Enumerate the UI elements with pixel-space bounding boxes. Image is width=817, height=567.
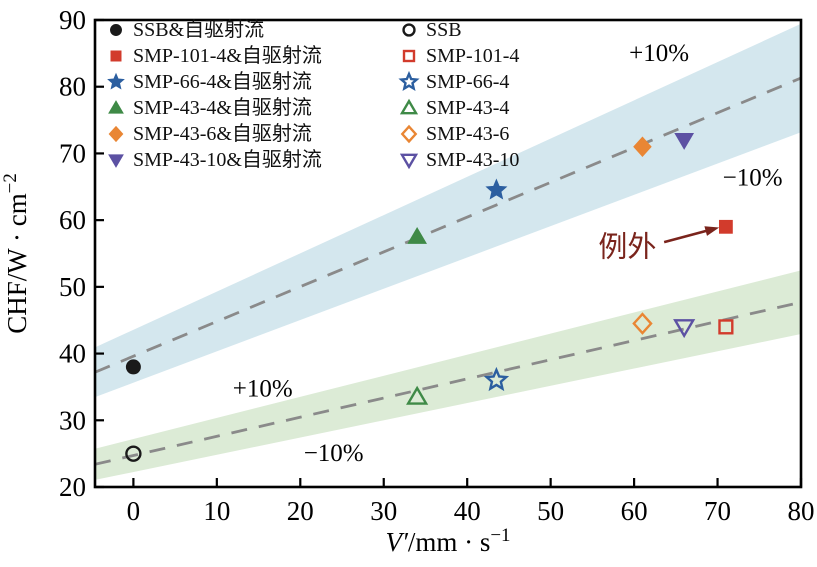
x-tick-label: 60: [621, 496, 648, 526]
y-tick-label: 20: [59, 472, 86, 502]
legend-label: SMP-43-10&自驱射流: [133, 149, 322, 171]
square-marker: [402, 49, 416, 63]
legend-item-smp-66-4: SMP-66-4: [397, 69, 519, 95]
square-marker: [718, 219, 733, 234]
x-tick-label: 40: [454, 496, 481, 526]
legend-label: SMP-66-4: [426, 71, 510, 93]
exception-arrow-line: [663, 228, 711, 244]
legend-label: SSB: [426, 19, 462, 41]
y-tick-label: 60: [59, 205, 86, 235]
lower-fit-dashed-line: [95, 300, 801, 466]
legend-label: SMP-101-4: [426, 45, 520, 67]
legend-item-smp-43-10: SMP-43-10: [397, 147, 519, 173]
legend-open-group: SSB SMP-101-4 SMP-66-4 SMP-43-4 SMP-43-6 SMP-…: [397, 17, 519, 173]
axes-frame: [93, 18, 803, 489]
y-axis-label: CHF/W · cm−2: [0, 173, 32, 334]
annotation-upper-minus10: −10%: [723, 165, 783, 192]
legend-label: SMP-101-4&自驱射流: [133, 45, 322, 67]
square-filled-icon: [110, 50, 122, 62]
x-tick-label: 30: [370, 496, 397, 526]
legend-item-smp-43-6: SMP-43-6: [397, 121, 519, 147]
y-tick-label: 40: [59, 339, 86, 369]
legend-item-smp-43-4: SMP-43-4&自驱射流: [104, 95, 322, 121]
circle-filled-icon: [110, 24, 122, 36]
annotations: +10% −10% +10% −10% 例外: [233, 40, 783, 467]
triangle-up-marker: [108, 100, 124, 114]
circle-open-icon: [402, 23, 416, 37]
upper-fit-band: [95, 23, 801, 398]
legend-label: SMP-43-6&自驱射流: [133, 123, 312, 145]
legend-item-smp-43-10: SMP-43-10&自驱射流: [104, 147, 322, 173]
square-marker: [110, 50, 122, 62]
y-tick-label: 70: [59, 138, 86, 168]
star-open-icon: [398, 71, 420, 91]
legend-label: SMP-43-10: [426, 149, 520, 171]
triangle-down-filled-icon: [108, 154, 124, 168]
triangle-down-marker: [108, 154, 124, 168]
triangle-down-marker: [399, 153, 419, 170]
x-axis-label: V′/mm · s−1: [385, 525, 510, 557]
x-tick-label: 10: [203, 496, 230, 526]
legend-label: SMP-43-4: [426, 97, 510, 119]
diamond-open-icon: [400, 124, 418, 144]
y-tick-label: 30: [59, 405, 86, 435]
circle-marker: [402, 23, 416, 37]
y-tick-label: 50: [59, 272, 86, 302]
star-marker: [483, 366, 510, 392]
legend-item-smp-66-4: SMP-66-4&自驱射流: [104, 69, 322, 95]
star-marker: [398, 71, 420, 91]
triangle-up-marker: [406, 385, 429, 405]
plot-area: [95, 23, 801, 480]
star-marker: [107, 72, 125, 90]
y-tick-label: 80: [59, 72, 86, 102]
annotation-upper-plus10: +10%: [629, 40, 689, 67]
legend-item-smp-43-6: SMP-43-6&自驱射流: [104, 121, 322, 147]
x-tick-label: 50: [537, 496, 564, 526]
triangle-up-open-icon: [399, 98, 419, 115]
square-open-icon: [402, 49, 416, 63]
legend-item-smp-101-4: SMP-101-4: [397, 43, 519, 69]
diamond-marker: [633, 136, 652, 158]
legend-item-ssb: SSB&自驱射流: [104, 17, 322, 43]
data-points: [125, 132, 734, 462]
axis-ticks: 0 10 20 30 40 50 60 70 80 20 30 40 50 60 70 80 90: [59, 5, 815, 526]
annotation-lower-minus10: −10%: [304, 440, 364, 467]
legend-label: SSB&自驱射流: [133, 19, 265, 41]
square-marker: [718, 319, 734, 335]
diamond-marker: [400, 124, 418, 144]
star-filled-icon: [107, 72, 125, 90]
lower-fit-band: [95, 270, 801, 480]
legend-label: SMP-66-4&自驱射流: [133, 71, 312, 93]
x-tick-label: 0: [127, 496, 141, 526]
circle-marker: [125, 359, 141, 375]
circle-marker: [125, 445, 142, 462]
legend-filled-group: SSB&自驱射流 SMP-101-4&自驱射流 SMP-66-4&自驱射流 SMP-4…: [104, 17, 322, 173]
triangle-up-filled-icon: [108, 100, 124, 114]
legend-label: SMP-43-4&自驱射流: [133, 97, 312, 119]
exception-arrow-head: [704, 226, 720, 236]
x-tick-label: 70: [704, 496, 731, 526]
star-marker: [485, 178, 508, 200]
triangle-down-marker: [674, 132, 695, 150]
x-tick-label: 80: [788, 496, 815, 526]
circle-marker: [110, 24, 122, 36]
diamond-marker: [632, 312, 653, 335]
annotation-exception: 例外: [598, 230, 656, 263]
triangle-down-open-icon: [399, 153, 419, 170]
legend-item-ssb: SSB: [397, 17, 519, 43]
x-tick-label: 20: [287, 496, 314, 526]
triangle-down-marker: [673, 319, 696, 339]
legend-item-smp-43-4: SMP-43-4: [397, 95, 519, 121]
triangle-up-marker: [407, 227, 427, 244]
diamond-marker: [108, 125, 124, 143]
y-tick-label: 90: [59, 5, 86, 35]
legend-label: SMP-43-6: [426, 123, 510, 145]
upper-fit-dashed-line: [95, 76, 801, 374]
annotation-lower-plus10: +10%: [233, 375, 293, 402]
diamond-filled-icon: [108, 125, 124, 143]
legend-item-smp-101-4: SMP-101-4&自驱射流: [104, 43, 322, 69]
triangle-up-marker: [399, 98, 419, 115]
